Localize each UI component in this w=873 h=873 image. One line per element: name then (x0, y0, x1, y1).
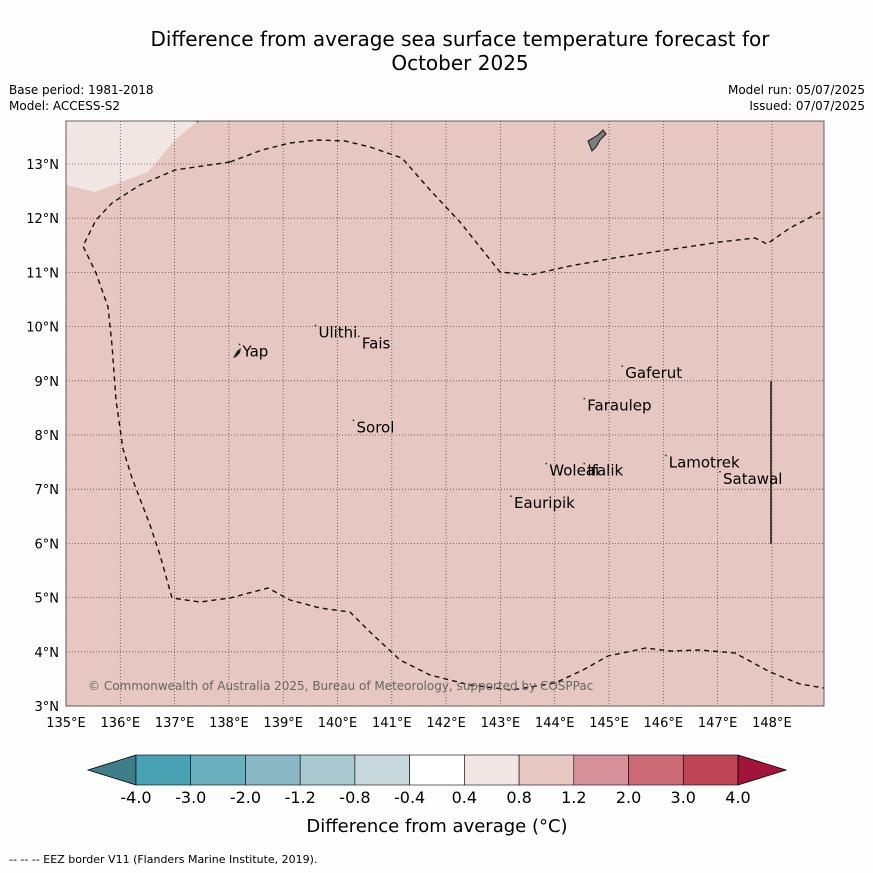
colorbar-segment (628, 754, 684, 786)
meta-right: Model run: 05/07/2025 Issued: 07/07/2025 (728, 82, 865, 114)
longitude-label: 142°E (426, 716, 466, 731)
longitude-label: 135°E (46, 716, 86, 731)
longitude-labels: 135°E 136°E 137°E 138°E 139°E 140°E 141°E 142°E… (46, 716, 791, 731)
copyright-notice: © Commonwealth of Australia 2025, Bureau… (88, 679, 593, 693)
longitude-label: 143°E (481, 716, 521, 731)
colorbar-tick-label: 0.8 (506, 788, 531, 807)
island-marker (314, 324, 317, 327)
colorbar-tick-label: -2.0 (230, 788, 261, 807)
longitude-label: 141°E (372, 716, 412, 731)
colorbar-segment (464, 754, 520, 786)
colorbar-tick-label: -1.2 (285, 788, 316, 807)
colorbar-tick-label: 3.0 (671, 788, 696, 807)
colorbar-segment (518, 754, 575, 786)
longitude-label: 145°E (589, 716, 629, 731)
island-marker (545, 462, 548, 465)
colorbar-extension-high (737, 754, 788, 786)
latitude-label: 10°N (26, 321, 59, 336)
island-marker (583, 462, 586, 465)
island-marker (510, 495, 512, 498)
issued-date: Issued: 07/07/2025 (749, 99, 865, 113)
latitude-labels: 13°N 12°N 11°N 10°N 9°N 8°N 7°N 6°N 5°N 4°N 3°N (26, 158, 59, 715)
island-marker (621, 365, 624, 367)
model-run: Model run: 05/07/2025 (727, 83, 865, 97)
place-label: Eauripik (514, 494, 575, 512)
meta-left: Base period: 1981-2018 Model: ACCESS-S2 (9, 82, 154, 114)
latitude-label: 5°N (35, 592, 60, 607)
colorbar-segment (245, 754, 301, 786)
graticule (65, 121, 824, 707)
longitude-label: 140°E (318, 716, 358, 731)
longitude-label: 146°E (644, 716, 684, 731)
colorbar-segment (354, 754, 410, 786)
map-title: Difference from average sea surface temp… (50, 27, 870, 75)
latitude-label: 9°N (35, 375, 60, 390)
latitude-label: 3°N (35, 700, 60, 715)
latitude-label: 7°N (35, 483, 60, 498)
colorbar: -4.0 -3.0 -2.0 -1.2 -0.8 -0.4 0.4 0.8 1.2 2.0 3.0 4… (86, 754, 788, 807)
longitude-label: 137°E (155, 716, 195, 731)
place-label: Ulithi (318, 323, 357, 341)
anomaly-fill-northwest (66, 121, 198, 192)
map-panel: Yap Ulithi Fais Sorol Gaferut Faraulep Lamotre… (65, 120, 825, 707)
colorbar-segment (573, 754, 629, 786)
colorbar-tick-label: 2.0 (616, 788, 641, 807)
longitude-label: 147°E (698, 716, 738, 731)
place-labels: Yap Ulithi Fais Sorol Gaferut Faraulep Lamotre… (238, 323, 782, 512)
longitude-label: 139°E (263, 716, 303, 731)
colorbar-tick-label: 4.0 (725, 788, 750, 807)
colorbar-segment (190, 754, 246, 786)
base-period: Base period: 1981-2018 (9, 83, 154, 97)
guam-island-shape (587, 129, 607, 152)
colorbar-title: Difference from average (°C) (306, 816, 567, 837)
place-label: Ifalik (587, 462, 623, 480)
island-marker (238, 343, 241, 346)
latitude-label: 13°N (26, 158, 59, 173)
longitude-label: 138°E (209, 716, 249, 731)
place-label: Satawal (723, 470, 782, 488)
longitude-label: 144°E (535, 716, 575, 731)
place-label: Lamotrek (669, 454, 740, 472)
longitude-label: 136°E (101, 716, 141, 731)
island-marker (352, 419, 355, 422)
colorbar-tick-label: -0.4 (394, 788, 425, 807)
place-label: Yap (241, 342, 268, 360)
colorbar-tick-label: -4.0 (120, 788, 151, 807)
island-marker (664, 454, 667, 457)
colorbar-segment (299, 754, 356, 786)
colorbar-tick-label: -0.8 (339, 788, 370, 807)
map-frame (65, 120, 825, 707)
colorbar-tick-label: 1.2 (561, 788, 586, 807)
place-label: Faraulep (587, 397, 651, 415)
island-marker (358, 335, 360, 338)
latitude-label: 4°N (35, 646, 60, 661)
place-label: Gaferut (625, 364, 682, 382)
place-label: Sorol (357, 418, 395, 436)
latitude-label: 12°N (26, 212, 59, 227)
colorbar-segment (135, 754, 192, 786)
place-label: Fais (362, 334, 391, 352)
latitude-label: 6°N (35, 537, 60, 552)
anomaly-fill-main (66, 121, 824, 706)
colorbar-extension-low (86, 754, 137, 786)
island-marker (719, 470, 721, 473)
island-marker (583, 397, 586, 400)
latitude-label: 11°N (26, 266, 59, 281)
place-label: Woleai (549, 462, 599, 480)
colorbar-segment (409, 754, 465, 786)
eez-footnote: -- -- -- EEZ border V11 (Flanders Marine… (9, 853, 318, 866)
longitude-label: 148°E (752, 716, 792, 731)
map-title-line1: Difference from average sea surface temp… (150, 27, 770, 51)
colorbar-segment (682, 754, 739, 786)
yap-island-shape (233, 348, 241, 358)
map-title-line2: October 2025 (391, 51, 529, 75)
colorbar-tick-label: -3.0 (175, 788, 206, 807)
latitude-label: 8°N (35, 429, 60, 444)
model-name: Model: ACCESS-S2 (9, 99, 121, 113)
colorbar-tick-label: 0.4 (452, 788, 477, 807)
